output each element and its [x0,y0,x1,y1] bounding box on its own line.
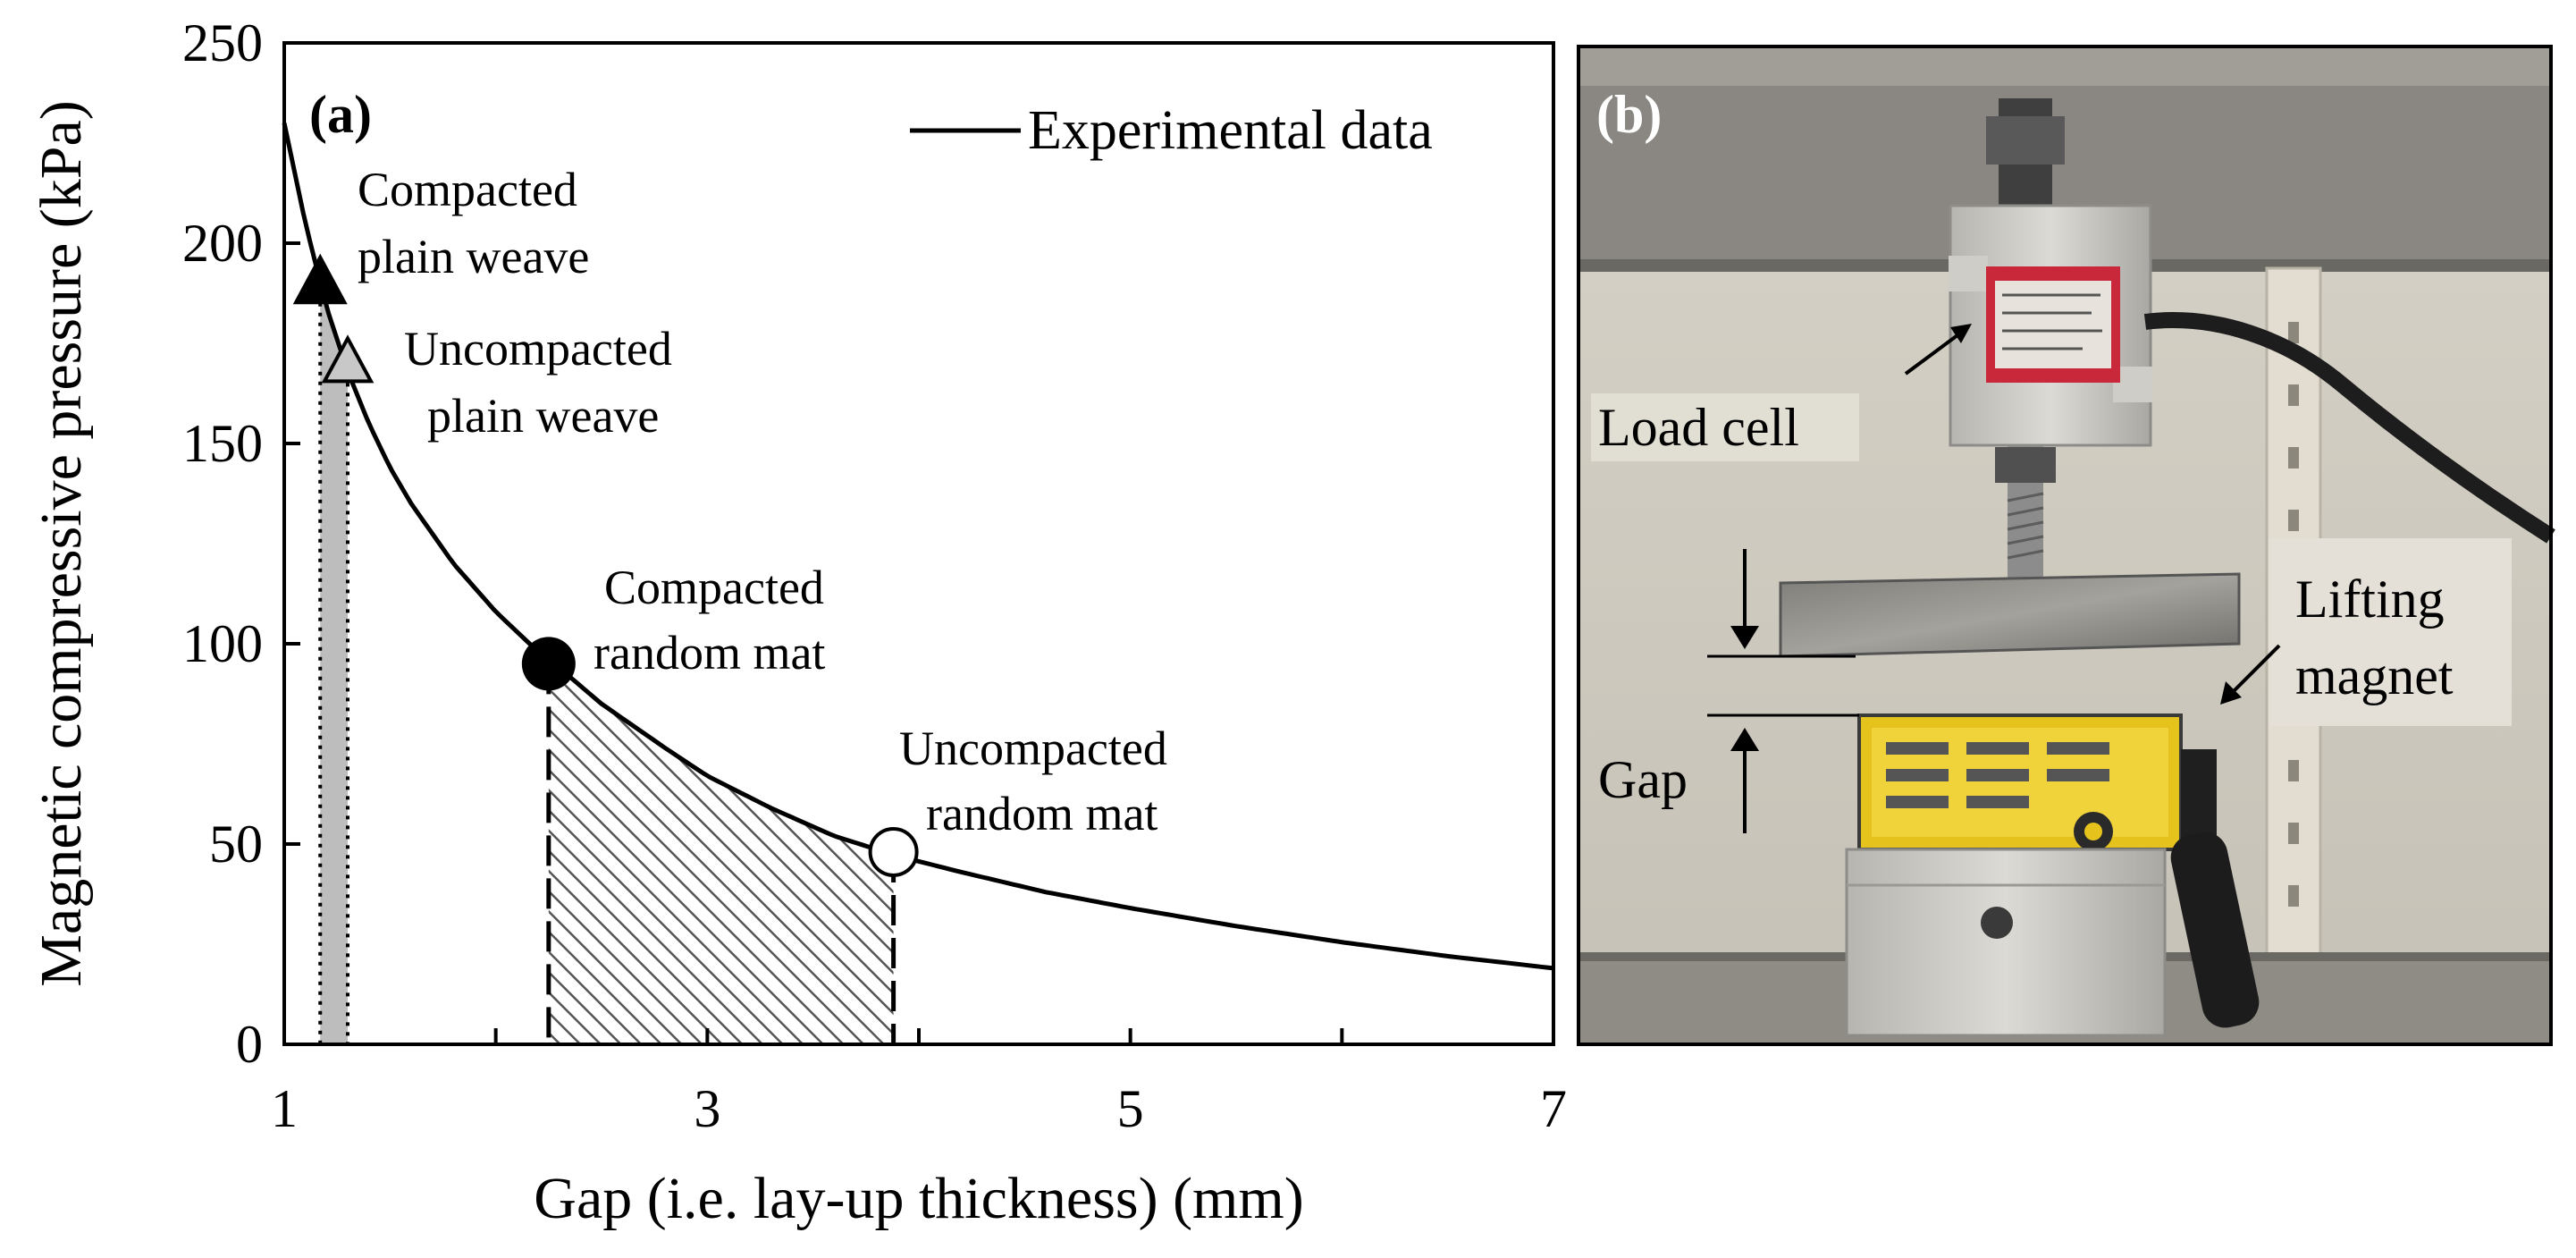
panel-b-label: (b) [1596,85,1662,144]
shaded-regions [320,282,894,1044]
y-tick-label: 200 [182,214,263,273]
load-cell-label-box [1591,393,1859,461]
annotation-uncompacted-plain-weave: Uncompacted plain weave [404,322,672,443]
axis-ticks: 0 50 100 150 200 250 1 3 5 7 [182,13,1567,1138]
y-tick-label: 100 [182,614,263,673]
load-cell-cable [2143,312,2555,544]
x-tick-label: 3 [694,1079,720,1138]
compacted-plain-weave-marker [292,253,348,305]
annotation-uncompacted-random-mat: Uncompacted random mat [899,722,1167,840]
y-axis-title: Magnetic compressive pressure (kPa) [29,100,94,987]
svg-text:Compacted: Compacted [604,561,824,614]
y-tick-label: 150 [182,414,263,473]
aluminum-block [1845,848,2167,1037]
lifting-magnet-label-box [2269,538,2512,726]
gap-dimension [1707,549,1859,833]
experimental-data-line [282,122,1554,971]
y-tick-label: 50 [209,815,263,874]
region-hatched [548,659,894,1044]
x-tick-label: 7 [1540,1079,1567,1138]
svg-text:Uncompacted: Uncompacted [899,722,1167,775]
panel-a-label: (a) [309,85,372,144]
gap-text: Gap [1598,750,1688,809]
range-lines [318,283,897,1044]
y-tick-label: 250 [182,13,263,72]
svg-text:random mat: random mat [926,787,1158,840]
svg-text:plain weave: plain weave [427,389,659,443]
x-tick-label: 1 [271,1079,298,1138]
legend: Experimental data [910,100,1433,161]
uncompacted-random-mat-marker [868,826,919,877]
uncompacted-plain-weave-marker [321,334,375,384]
region-gray [320,282,348,1044]
annotation-compacted-random-mat: Compacted random mat [593,561,825,680]
lifting-magnet-text-1: Lifting [2295,570,2445,629]
photo-panel: Load cell Gap Lifting magnet (b) [1577,45,2555,1046]
svg-text:random mat: random mat [593,626,825,680]
point-markers [292,253,919,877]
load-cell-text: Load cell [1598,398,1799,457]
lifting-magnet-text-2: magnet [2295,646,2454,705]
svg-text:Compacted: Compacted [358,163,577,216]
chart-panel: 0 50 100 150 200 250 1 3 5 7 Gap (i.e. lay-up thi… [29,13,1567,1231]
x-tick-label: 5 [1117,1079,1144,1138]
x-axis-title: Gap (i.e. lay-up thickness) (mm) [534,1166,1303,1231]
legend-label: Experimental data [1028,100,1433,161]
annotation-compacted-plain-weave: Compacted plain weave [358,163,589,283]
load-cell-arrow [1904,324,1972,376]
lifting-magnet-arrow [2220,644,2281,705]
compacted-random-mat-marker [521,637,576,691]
svg-text:plain weave: plain weave [358,230,589,283]
sample-plate [1779,572,2241,658]
svg-text:Uncompacted: Uncompacted [404,322,672,376]
photo-frame [1577,45,2553,1046]
y-tick-label: 0 [236,1015,263,1074]
